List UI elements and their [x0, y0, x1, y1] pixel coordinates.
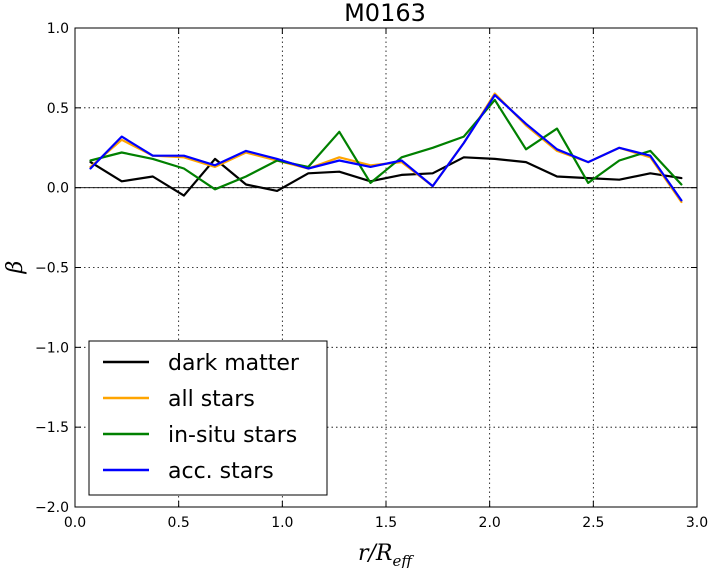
y-tick-label: 0.0 [47, 181, 69, 197]
y-tick-label: −2.0 [35, 500, 69, 516]
legend-label-all-stars: all stars [168, 387, 255, 412]
x-tick-label: 2.5 [582, 515, 604, 531]
series-line-in-situ-stars [89, 98, 683, 191]
x-tick-label: 0.5 [168, 515, 190, 531]
y-tick-label: −1.5 [35, 420, 69, 436]
x-tick-label: 3.0 [686, 515, 708, 531]
y-tick-label: −1.0 [35, 340, 69, 356]
x-axis-label: r/Reff [358, 541, 414, 568]
x-tick-label: 1.5 [375, 515, 397, 531]
y-tick-label: −0.5 [35, 261, 69, 277]
x-tick-label: 1.0 [271, 515, 293, 531]
x-tick-label: 2.0 [479, 515, 501, 531]
legend-label-in-situ-stars: in-situ stars [168, 423, 297, 448]
series-line-acc-stars [89, 93, 683, 202]
y-tick-labels: −2.0 −1.5 −1.0 −0.5 0.0 0.5 1.0 [35, 21, 69, 516]
x-tick-label: 0.0 [64, 515, 86, 531]
y-tick-label: 1.0 [47, 21, 69, 37]
x-axis-label-subscript: eff [392, 552, 414, 568]
series-lines [89, 92, 683, 204]
y-axis-label: β [3, 261, 28, 275]
chart-title: M0163 [344, 0, 426, 27]
legend: dark matter all stars in-situ stars acc. st… [88, 340, 328, 496]
series-line-dark-matter [89, 156, 683, 197]
axis-ticks [74, 27, 698, 508]
legend-label-dark-matter: dark matter [168, 351, 300, 376]
y-tick-label: 0.5 [47, 101, 69, 117]
legend-items: dark matter all stars in-situ stars acc. st… [103, 351, 300, 484]
legend-label-acc-stars: acc. stars [168, 459, 274, 484]
x-axis-label-main: r/R [358, 541, 393, 566]
x-tick-labels: 0.0 0.5 1.0 1.5 2.0 2.5 3.0 [64, 515, 708, 531]
